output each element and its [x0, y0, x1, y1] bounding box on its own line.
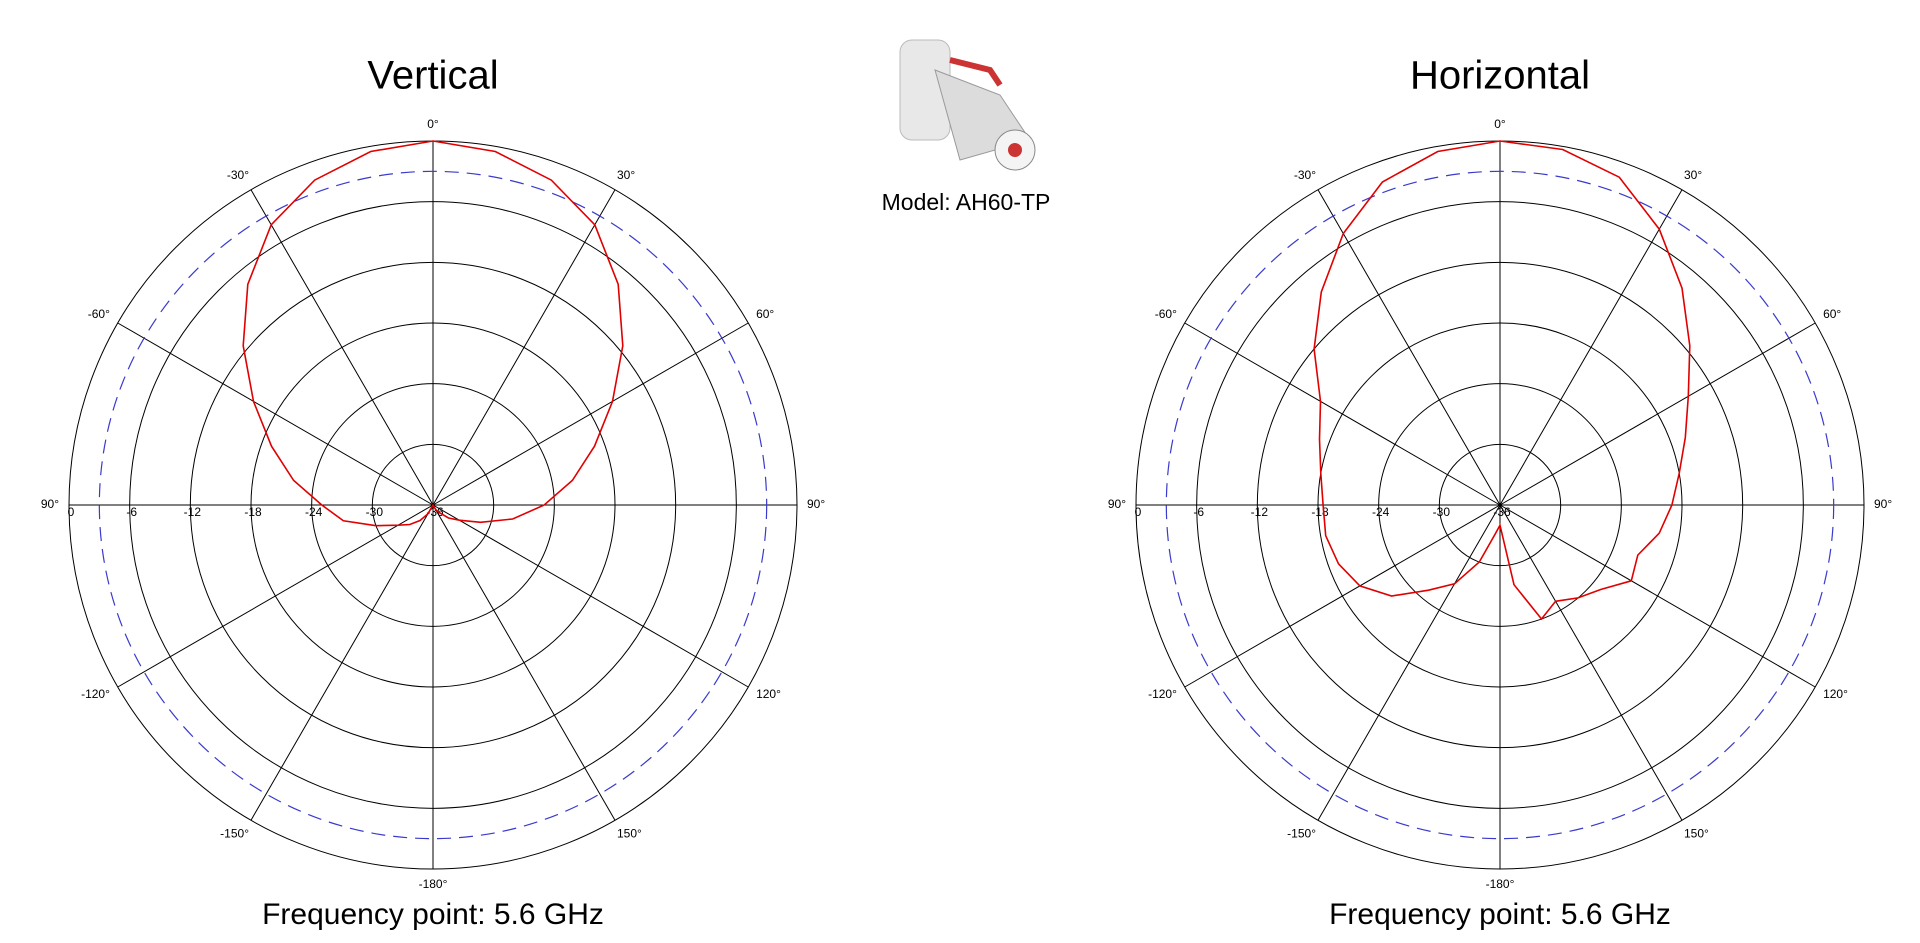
- pattern-line: [1313, 140, 1691, 621]
- theta-tick-label: 30°: [1684, 168, 1702, 182]
- theta-tick-label: 30°: [617, 168, 635, 182]
- reference-circle: [98, 170, 768, 840]
- spoke: [117, 322, 434, 506]
- theta-tick-label: -180°: [419, 877, 448, 891]
- reference-circle: [1165, 170, 1835, 840]
- theta-tick-label: -60°: [88, 307, 110, 321]
- chart-title: Horizontal: [1410, 54, 1590, 98]
- theta-tick-label: -60°: [1155, 307, 1177, 321]
- spoke: [1184, 504, 1501, 688]
- theta-tick-label: -120°: [1148, 687, 1177, 701]
- r-tick-label: -12: [1251, 505, 1269, 519]
- spoke: [250, 504, 434, 821]
- r-tick-label: -24: [305, 505, 323, 519]
- theta-tick-label: 90°: [1108, 497, 1126, 511]
- theta-tick-label: -150°: [1287, 826, 1316, 840]
- theta-tick-label: -180°: [1486, 877, 1515, 891]
- spoke: [432, 322, 749, 506]
- theta-tick-label: 150°: [1684, 826, 1709, 840]
- r-tick-label: -18: [1311, 505, 1329, 519]
- r-tick-label: -18: [244, 505, 262, 519]
- r-tick-label: 0: [68, 505, 75, 519]
- spoke: [432, 504, 749, 688]
- antenna-handle: [949, 57, 1003, 87]
- theta-tick-label: 90°: [1874, 497, 1892, 511]
- spoke: [1317, 189, 1501, 506]
- chart-caption: Frequency point: 5.6 GHz: [1329, 898, 1671, 931]
- theta-tick-label: 60°: [756, 307, 774, 321]
- antenna-image: [899, 39, 1036, 171]
- theta-tick-label: 60°: [1823, 307, 1841, 321]
- pattern-line: [242, 140, 624, 527]
- theta-tick-label: -120°: [81, 687, 110, 701]
- theta-tick-label: 90°: [41, 497, 59, 511]
- theta-tick-label: -30°: [227, 168, 249, 182]
- spoke: [432, 189, 616, 506]
- chart-title: Vertical: [367, 54, 498, 98]
- theta-tick-label: -30°: [1294, 168, 1316, 182]
- r-tick-label: 0: [1135, 505, 1142, 519]
- r-tick-label: -24: [1372, 505, 1390, 519]
- antenna-feed: [1008, 143, 1022, 157]
- theta-tick-label: 0°: [1494, 117, 1506, 131]
- spoke: [1499, 504, 1683, 821]
- spoke: [1499, 189, 1683, 506]
- theta-tick-label: -150°: [220, 826, 249, 840]
- spoke: [1317, 504, 1501, 821]
- theta-tick-label: 120°: [1823, 687, 1848, 701]
- spoke: [432, 504, 616, 821]
- theta-tick-label: 0°: [427, 117, 439, 131]
- spoke: [1499, 322, 1816, 506]
- theta-tick-label: 120°: [756, 687, 781, 701]
- model-label: Model: AH60-TP: [882, 189, 1051, 215]
- r-tick-label: -30: [1433, 505, 1451, 519]
- spoke: [250, 189, 434, 506]
- chart-caption: Frequency point: 5.6 GHz: [262, 898, 604, 931]
- r-tick-label: -12: [184, 505, 202, 519]
- spoke: [1499, 504, 1816, 688]
- theta-tick-label: 90°: [807, 497, 825, 511]
- theta-tick-label: 150°: [617, 826, 642, 840]
- spoke: [117, 504, 434, 688]
- spoke: [1184, 322, 1501, 506]
- r-tick-label: -30: [366, 505, 384, 519]
- r-tick-label: -6: [126, 505, 137, 519]
- r-tick-label: -6: [1193, 505, 1204, 519]
